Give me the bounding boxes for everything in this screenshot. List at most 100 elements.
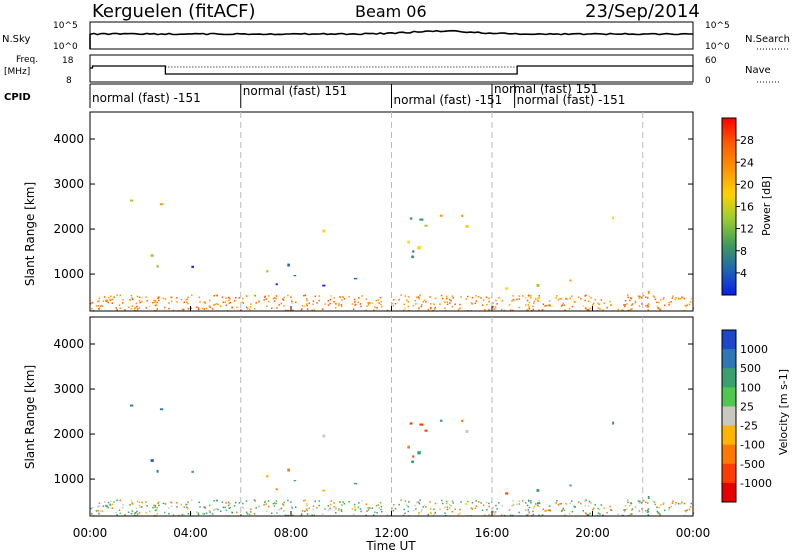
velocity-near-range-cell <box>329 507 331 510</box>
power-near-range-cell <box>414 299 416 302</box>
velocity-near-range-cell <box>528 506 531 509</box>
nsky-tick-top: 10^5 <box>53 21 78 31</box>
power-near-range-cell <box>327 300 330 302</box>
velocity-near-range-cell <box>258 505 260 507</box>
power-near-range-cell <box>400 294 402 296</box>
power-near-range-cell <box>512 295 514 297</box>
power-near-range-cell <box>617 308 619 311</box>
velocity-cell-1 <box>266 475 269 478</box>
power-near-range-cell <box>634 301 637 304</box>
velocity-near-range-cell <box>246 513 249 515</box>
power-near-range-cell <box>377 299 379 301</box>
power-near-range-cell <box>111 302 113 304</box>
power-near-range-cell <box>258 300 260 302</box>
velocity-near-range-cell <box>170 505 173 507</box>
power-near-range-cell <box>680 298 682 300</box>
velocity-near-range-cell <box>249 511 252 513</box>
power-near-range-cell <box>460 296 462 298</box>
power-near-range-cell <box>380 300 383 303</box>
power-near-range-cell <box>109 298 111 301</box>
velocity-near-range-cell <box>429 501 431 503</box>
power-near-range-cell <box>493 308 495 310</box>
power-near-range-cell <box>145 307 147 309</box>
velocity-near-range-cell <box>176 506 178 508</box>
power-near-range-cell <box>149 305 151 308</box>
velocity-near-range-cell <box>367 509 370 511</box>
velocity-near-range-cell <box>264 500 266 503</box>
power-near-range-cell <box>560 298 563 300</box>
power-near-range-cell <box>255 302 257 304</box>
velocity-near-range-cell <box>295 506 297 508</box>
velocity-near-range-cell <box>283 501 285 504</box>
velocity-near-range-cell <box>318 500 321 502</box>
velocity-near-range-cell <box>393 504 395 506</box>
velocity-cell-6 <box>461 419 464 422</box>
power-near-range-cell <box>242 302 245 304</box>
velocity-near-range-cell <box>198 501 201 504</box>
velocity-near-range-cell <box>158 504 160 507</box>
velocity-cell-2 <box>275 488 278 491</box>
velocity-near-range-cell <box>446 506 449 508</box>
velocity-cell-0 <box>150 459 154 462</box>
velocity-near-range-cell <box>597 507 599 510</box>
velocity-near-range-cell <box>306 513 309 515</box>
power-near-range-cell <box>224 301 226 304</box>
power-near-range-cell <box>168 302 170 304</box>
velocity-cell-2 <box>353 482 358 485</box>
power-near-range-cell <box>459 307 461 309</box>
velocity-near-range-cell <box>501 504 503 507</box>
velocity-near-range-cell <box>152 506 154 509</box>
power-near-range-cell <box>457 308 460 311</box>
power-near-range-cell <box>127 306 130 308</box>
cpid-segment-label: normal (fast) -151 <box>92 91 201 105</box>
velocity-near-range-cell <box>205 512 208 515</box>
velocity-near-range-cell <box>321 513 324 515</box>
power-near-range-cell <box>445 295 448 298</box>
power-cell-2 <box>353 277 358 280</box>
velocity-near-range-cell <box>98 502 101 504</box>
power-near-range-cell <box>544 305 546 307</box>
cpid-segment-label: normal (fast) 151 <box>494 82 598 96</box>
velocity-ylabel: Slant Range [km] <box>23 365 37 469</box>
velocity-near-range-cell <box>308 507 310 510</box>
power-cell-8 <box>537 297 541 300</box>
velocity-cell-0 <box>159 408 164 411</box>
power-near-range-cell <box>119 294 121 297</box>
power-near-range-cell <box>547 304 549 306</box>
x-tick-label: 12:00 <box>374 526 409 540</box>
power-near-range-cell <box>250 303 252 305</box>
power-near-range-cell <box>563 304 566 306</box>
velocity-near-range-cell <box>511 505 513 507</box>
velocity-near-range-cell <box>273 502 276 504</box>
velocity-near-range-cell <box>629 504 631 507</box>
velocity-near-range-cell <box>641 508 643 510</box>
velocity-near-range-cell <box>532 510 534 513</box>
power-cell-8 <box>573 300 576 303</box>
velocity-near-range-cell <box>656 506 658 509</box>
velocity-colorbar-tick-label: -25 <box>740 420 758 433</box>
power-near-range-cell <box>229 297 231 300</box>
freq-label-2: [MHz] <box>4 67 30 77</box>
velocity-near-range-cell <box>484 513 486 516</box>
velocity-near-range-cell <box>564 514 566 516</box>
power-near-range-cell <box>482 299 485 301</box>
power-near-range-cell <box>518 306 520 309</box>
power-near-range-cell <box>162 297 165 300</box>
power-near-range-cell <box>569 297 571 300</box>
velocity-near-range-cell <box>533 507 535 510</box>
velocity-near-range-cell <box>414 504 416 507</box>
power-near-range-cell <box>343 298 346 300</box>
velocity-near-range-cell <box>460 501 462 503</box>
power-near-range-cell <box>248 308 251 311</box>
power-near-range-cell <box>494 306 497 308</box>
power-near-range-cell <box>427 308 429 311</box>
power-near-range-cell <box>106 299 109 301</box>
velocity-near-range-cell <box>204 507 207 509</box>
velocity-near-range-cell <box>145 501 147 503</box>
velocity-near-range-cell <box>467 500 469 503</box>
velocity-near-range-cell <box>598 508 601 511</box>
nsky-frame <box>89 21 694 50</box>
velocity-near-range-cell <box>213 500 215 502</box>
velocity-near-range-cell <box>106 504 109 506</box>
velocity-cell-0 <box>156 469 159 473</box>
